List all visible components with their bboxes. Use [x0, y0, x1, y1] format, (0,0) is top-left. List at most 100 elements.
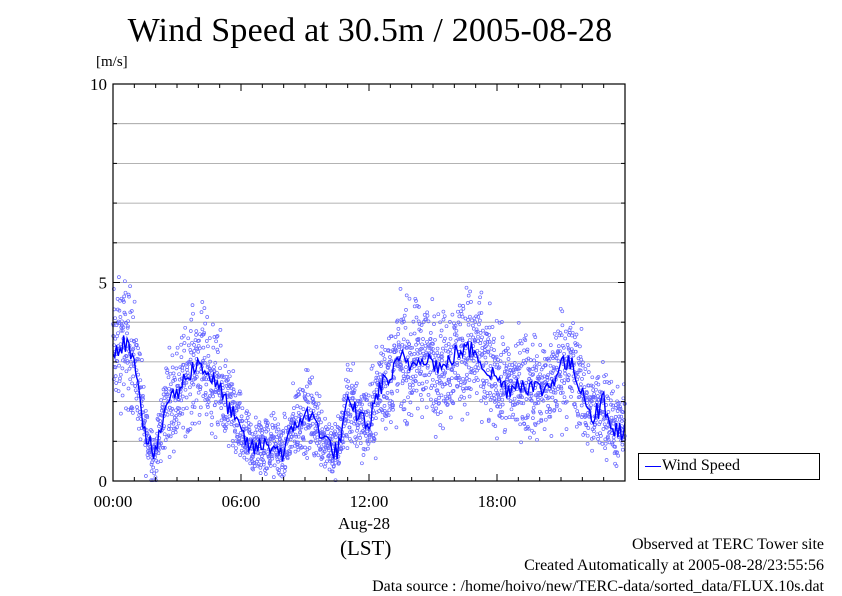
sample-point: [402, 319, 406, 324]
sample-point: [188, 385, 192, 390]
sample-point: [276, 459, 280, 464]
sample-point: [308, 423, 313, 428]
sample-point: [177, 372, 181, 377]
x-tick-label: 00:00: [94, 492, 133, 511]
sample-point: [528, 435, 532, 440]
sample-point: [558, 391, 563, 395]
sample-point: [563, 336, 568, 341]
sample-point: [399, 363, 403, 367]
sample-point: [514, 367, 519, 372]
sample-point: [203, 392, 208, 397]
sample-point: [494, 398, 498, 403]
sample-point: [345, 384, 349, 389]
sample-point: [191, 353, 196, 357]
sample-point: [250, 466, 255, 471]
sample-point: [126, 407, 131, 412]
sample-point: [113, 365, 118, 370]
sample-point: [317, 443, 321, 448]
sample-point: [358, 398, 363, 403]
wind-speed-line: [112, 335, 626, 462]
sample-point: [196, 349, 201, 354]
sample-point: [135, 390, 139, 395]
sample-point: [143, 408, 148, 413]
sample-point: [552, 385, 557, 390]
sample-point: [231, 369, 236, 373]
sample-point: [197, 346, 202, 351]
sample-point: [262, 449, 267, 453]
sample-point: [316, 453, 321, 458]
sample-point: [559, 333, 564, 338]
sample-point: [154, 468, 159, 473]
sample-point: [141, 396, 145, 401]
sample-point: [511, 412, 516, 417]
sample-point: [439, 328, 444, 333]
sample-point: [420, 342, 424, 347]
sample-point: [306, 392, 310, 397]
sample-point: [296, 440, 300, 445]
sample-point: [543, 363, 548, 367]
sample-point: [483, 348, 487, 352]
sample-point: [493, 384, 498, 388]
sample-point: [591, 435, 596, 440]
sample-point: [396, 327, 401, 331]
sample-point: [432, 322, 436, 326]
sample-point: [192, 343, 196, 347]
sample-point: [511, 370, 516, 375]
sample-point: [362, 395, 367, 399]
sample-point: [551, 352, 556, 357]
sample-point: [268, 459, 272, 464]
sample-point: [523, 338, 528, 342]
sample-point: [430, 297, 435, 301]
sample-point: [446, 349, 450, 354]
sample-point: [174, 413, 179, 418]
sample-point: [509, 378, 513, 383]
sample-point: [496, 402, 501, 406]
sample-point: [338, 450, 342, 454]
sample-point: [130, 406, 135, 411]
sample-point: [582, 385, 587, 389]
sample-point: [488, 391, 493, 395]
sample-point: [399, 366, 404, 371]
sample-point: [409, 413, 414, 418]
sample-point: [171, 371, 176, 376]
sample-point: [179, 342, 183, 347]
sample-point: [499, 393, 503, 398]
sample-point: [115, 334, 119, 339]
sample-point: [447, 377, 451, 382]
sample-point: [378, 372, 382, 377]
sample-point: [607, 440, 612, 445]
sample-point: [460, 386, 465, 391]
sample-point: [188, 329, 193, 333]
sample-point: [159, 441, 163, 446]
sample-point: [533, 335, 538, 339]
sample-point: [439, 380, 443, 385]
sample-point: [159, 398, 163, 402]
sample-point: [535, 354, 539, 359]
sample-point: [191, 400, 196, 405]
sample-point: [219, 406, 224, 410]
sample-point: [226, 444, 231, 448]
sample-point: [271, 425, 275, 430]
sample-point: [247, 412, 251, 417]
sample-point: [282, 411, 287, 416]
sample-point: [530, 342, 535, 347]
sample-point: [571, 321, 575, 325]
sample-point: [455, 363, 460, 367]
sample-point: [379, 360, 384, 365]
sample-point: [272, 463, 277, 468]
sample-point: [560, 323, 565, 328]
sample-point: [595, 432, 599, 437]
sample-point: [375, 370, 379, 375]
sample-point: [287, 417, 292, 422]
sample-point: [261, 462, 266, 467]
sample-point: [599, 434, 603, 438]
sample-point: [162, 396, 167, 400]
sample-point: [567, 347, 572, 352]
sample-point: [347, 436, 352, 441]
sample-point: [301, 407, 306, 411]
sample-point: [559, 384, 563, 389]
sample-point: [244, 457, 249, 462]
sample-point: [403, 418, 407, 423]
sample-point: [486, 368, 490, 372]
sample-point: [298, 387, 302, 392]
